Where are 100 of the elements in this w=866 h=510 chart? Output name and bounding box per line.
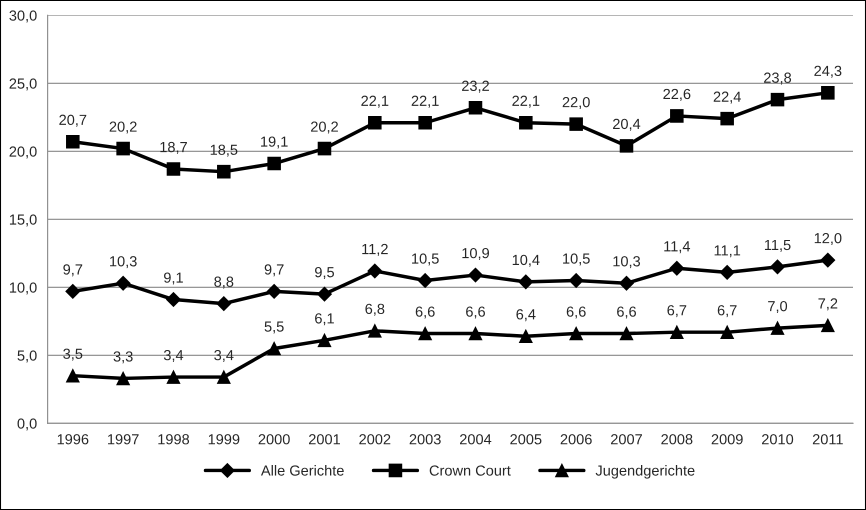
point <box>116 142 130 156</box>
y-tick-label: 15,0 <box>10 214 37 226</box>
data-label: 11,4 <box>664 241 690 254</box>
data-label: 6,6 <box>466 306 485 318</box>
point <box>216 296 232 312</box>
point <box>669 260 684 276</box>
data-label: 10,3 <box>613 256 640 268</box>
x-tick-label: 2007 <box>611 434 642 444</box>
point <box>568 273 584 288</box>
data-label: 11,1 <box>714 245 740 258</box>
point <box>519 116 533 130</box>
data-label: 9,7 <box>63 264 82 276</box>
data-label: 6,6 <box>617 306 636 318</box>
data-label: 9,7 <box>264 264 284 276</box>
point <box>66 135 80 149</box>
point <box>821 86 835 100</box>
y-tick-label: 25,0 <box>10 78 37 90</box>
point <box>820 252 836 268</box>
data-label: 20,4 <box>613 118 640 131</box>
x-tick-label: 2000 <box>258 434 290 444</box>
point <box>770 321 784 335</box>
point <box>66 368 80 382</box>
point <box>620 139 634 153</box>
y-tick-label: 0,0 <box>18 418 37 430</box>
x-tick-label: 2002 <box>359 434 390 444</box>
point <box>619 276 634 291</box>
data-label: 22,6 <box>663 88 690 101</box>
data-label: 23,2 <box>462 80 489 93</box>
data-label: 7,0 <box>768 301 788 314</box>
data-label: 6,7 <box>667 305 686 318</box>
data-label: 10,4 <box>512 254 540 267</box>
data-label: 19,1 <box>261 136 288 148</box>
data-label: 22,0 <box>562 97 590 110</box>
point <box>569 326 583 340</box>
data-label: 10,5 <box>412 253 439 266</box>
point <box>518 274 534 290</box>
point <box>368 324 382 338</box>
point <box>318 334 332 348</box>
data-label: 3,4 <box>214 350 234 362</box>
x-tick-label: 2005 <box>510 434 542 444</box>
data-label: 22,1 <box>361 96 388 108</box>
data-label: 23,8 <box>764 72 792 85</box>
data-label: 3,4 <box>164 350 184 362</box>
data-label: 3,5 <box>63 348 82 361</box>
x-tick-label: 2010 <box>762 434 794 444</box>
data-label: 24,3 <box>814 66 842 78</box>
x-tick-label: 2011 <box>812 434 843 444</box>
data-label: 8,8 <box>214 276 234 289</box>
data-label: 22,1 <box>512 96 540 108</box>
point <box>519 329 533 344</box>
point <box>217 370 231 384</box>
data-label: 18,7 <box>160 142 187 154</box>
data-label: 12,0 <box>814 233 842 246</box>
point <box>670 109 684 123</box>
data-label: 11,2 <box>362 244 388 256</box>
point <box>65 284 80 299</box>
point <box>367 264 382 278</box>
legend-label: Crown Court <box>430 465 511 476</box>
point <box>166 162 180 176</box>
point <box>770 92 784 106</box>
point <box>116 372 130 386</box>
data-label: 5,5 <box>264 322 284 334</box>
data-label: 6,1 <box>315 313 334 326</box>
data-label: 10,9 <box>462 248 489 260</box>
y-tick-label: 5,0 <box>18 350 37 362</box>
data-label: 6,7 <box>718 305 737 318</box>
x-tick-label: 2006 <box>560 434 592 444</box>
point <box>720 264 735 280</box>
point <box>217 164 231 178</box>
x-tick-label: 2004 <box>460 434 492 444</box>
data-label: 9,5 <box>315 267 334 280</box>
point <box>267 156 281 170</box>
point <box>770 260 785 274</box>
point <box>166 370 180 384</box>
data-label: 7,2 <box>818 298 838 310</box>
point <box>266 284 282 299</box>
data-label: 10,5 <box>563 253 590 266</box>
legend-label: Jugendgerichte <box>596 464 694 479</box>
point <box>720 112 734 126</box>
x-tick-label: 2003 <box>410 434 441 444</box>
point <box>116 276 131 291</box>
x-tick-label: 2001 <box>308 434 340 444</box>
point <box>620 326 634 340</box>
legend-label: Alle Gerichte <box>260 464 344 476</box>
data-label: 22,4 <box>714 92 741 104</box>
y-tick-label: 10,0 <box>10 282 37 294</box>
x-tick-label: 2009 <box>712 434 743 444</box>
point <box>166 292 181 307</box>
point <box>418 273 433 288</box>
point <box>468 268 483 282</box>
point <box>418 116 432 130</box>
point <box>267 342 281 356</box>
data-label: 20,2 <box>110 121 137 134</box>
data-label: 11,5 <box>764 240 791 252</box>
data-label: 6,6 <box>416 306 435 318</box>
x-tick-label: 1996 <box>58 434 88 444</box>
data-label: 20,7 <box>59 114 86 127</box>
point <box>317 286 332 302</box>
x-tick-label: 1999 <box>208 434 240 444</box>
x-tick-label: 1997 <box>108 434 139 444</box>
